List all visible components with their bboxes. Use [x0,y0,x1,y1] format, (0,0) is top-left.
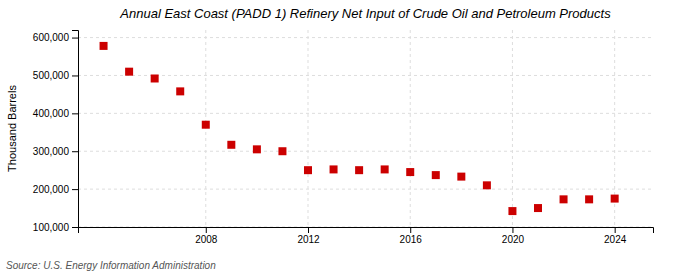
chart-title: Annual East Coast (PADD 1) Refinery Net … [119,6,611,21]
y-axis-title: Thousand Barrels [6,85,18,172]
point [304,166,312,174]
chart-svg: 2008 2012 2016 2020 2024 100,000 200,000 300,00… [0,0,675,275]
x-tick-label: 2008 [195,234,218,245]
grid-line-x [308,30,309,227]
x-tick-label: 2016 [400,234,423,245]
y-tick-mark [72,113,78,114]
grid-line-y [78,113,653,114]
y-tick-label: 200,000 [33,184,70,195]
x-tick-label: 2012 [297,234,320,245]
point [330,165,338,173]
x-tick-mark [512,227,513,233]
point [560,195,568,203]
x-tick: 2012 [297,227,320,245]
point [253,145,261,153]
point [381,165,389,173]
grid-line-y [78,189,653,190]
point [585,195,593,203]
y-tick-mark [72,189,78,190]
point [457,173,465,181]
x-tick-mark [410,227,411,233]
y-tick: 200,000 [33,184,78,195]
y-tick: 300,000 [33,146,78,157]
source-note: Source: U.S. Energy Information Administ… [6,260,216,271]
point [202,121,210,129]
grid-line-y [78,151,653,152]
plot-area: 2008 2012 2016 2020 2024 100,000 200,000 300,00… [33,30,654,245]
point [406,168,414,176]
point [125,68,133,76]
point [355,166,363,174]
y-tick-mark [72,75,78,76]
grid-line-x [410,30,411,227]
point [534,204,542,212]
point [151,74,159,82]
x-tick-mark [615,227,616,233]
grid-line-y [78,37,653,38]
x-tick-label: 2020 [502,234,525,245]
point [508,207,516,215]
point [432,171,440,179]
x-tick-mark [206,227,207,233]
grid-line-y [78,75,653,76]
x-tick-label: 2024 [604,234,627,245]
y-tick-mark [72,151,78,152]
y-tick-label: 400,000 [33,108,70,119]
y-tick: 400,000 [33,108,78,119]
point [176,87,184,95]
grid-line-x [512,30,513,227]
x-tick: 2016 [400,227,423,245]
point [100,42,108,50]
x-tick-mark [308,227,309,233]
point [483,181,491,189]
point [278,147,286,155]
y-tick-label: 500,000 [33,70,70,81]
x-tick: 2008 [195,227,218,245]
grid [78,30,653,227]
point [227,141,235,149]
y-axis: 100,000 200,000 300,000 400,000 500,000 600,0… [33,31,79,233]
y-tick: 500,000 [33,70,78,81]
y-tick: 600,000 [33,32,78,43]
y-tick-mark [72,38,78,39]
y-axis-line [72,31,79,228]
marks [100,42,619,215]
y-tick-label: 100,000 [33,222,70,233]
x-axis: 2008 2012 2016 2020 2024 [79,227,654,245]
y-tick: 100,000 [33,222,78,233]
y-tick-label: 300,000 [33,146,70,157]
x-tick: 2024 [604,227,627,245]
x-axis-line [79,228,654,234]
x-tick: 2020 [502,227,525,245]
y-tick-mark [72,227,78,228]
y-tick-label: 600,000 [33,32,70,43]
point [611,195,619,203]
